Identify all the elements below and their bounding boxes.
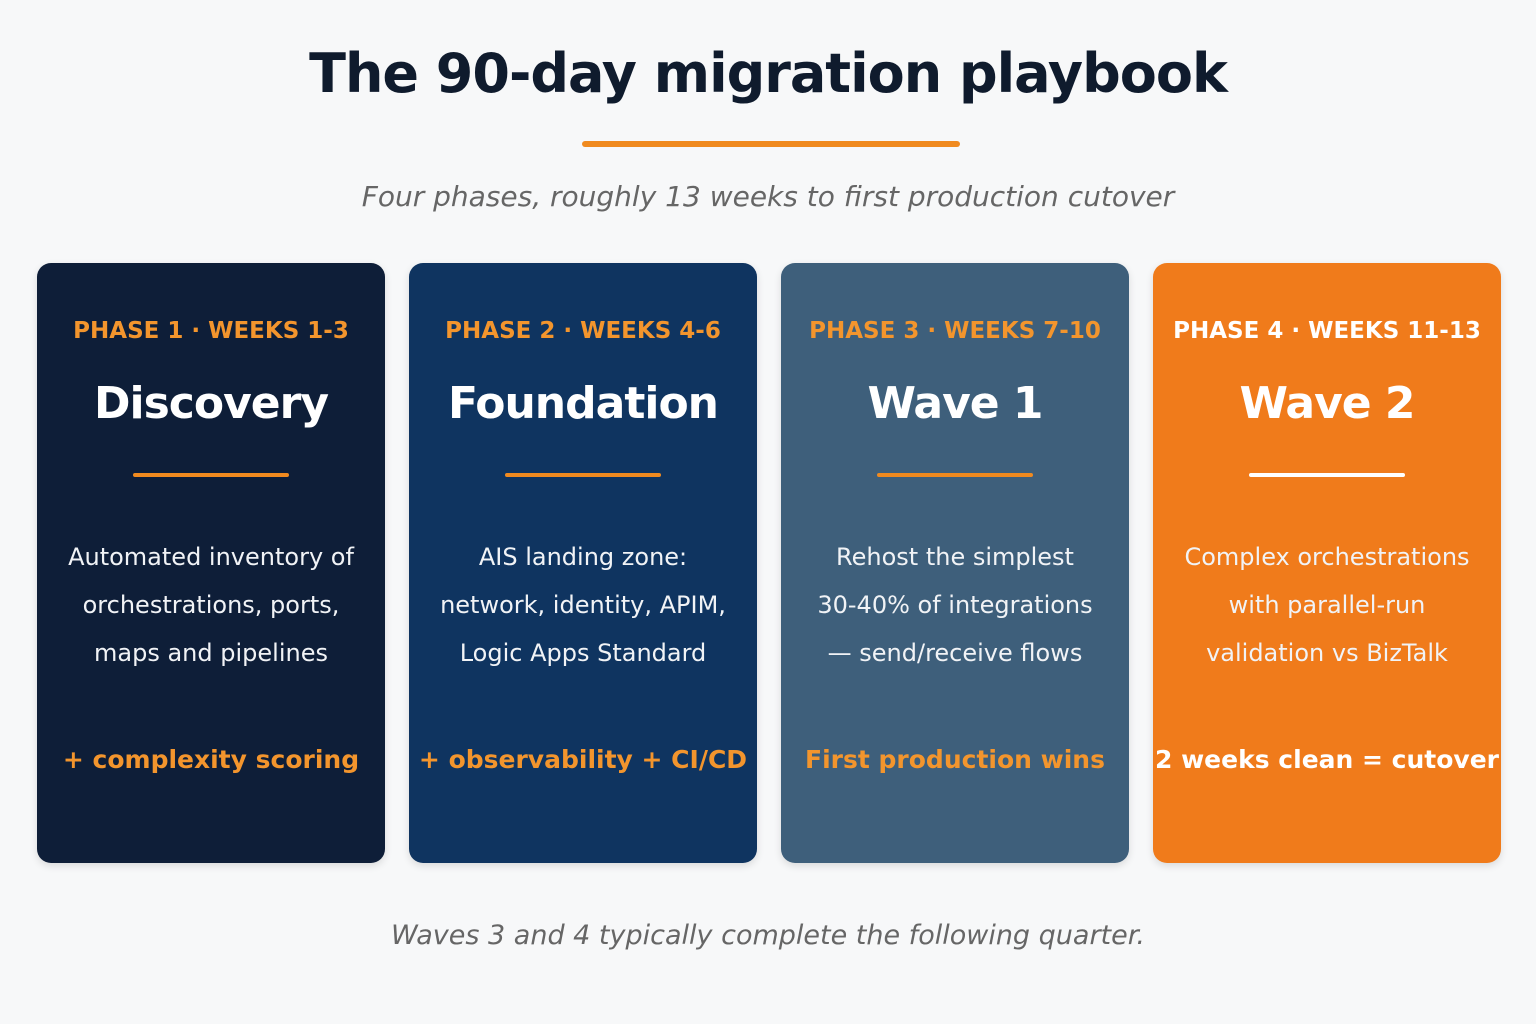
description-line: validation vs BizTalk <box>1206 639 1448 667</box>
phase-footer: + observability + CI/CD <box>418 745 748 774</box>
subtitle: Four phases, roughly 13 weeks to first p… <box>361 180 1175 213</box>
phase-label: PHASE 2 · WEEKS 4-6 <box>445 318 721 344</box>
phase-name: Foundation <box>447 378 719 429</box>
phase-divider <box>877 473 1033 477</box>
footnote: Waves 3 and 4 typically complete the fol… <box>391 920 1145 951</box>
description-line: AIS landing zone: <box>478 543 688 571</box>
phase-description: Complex orchestrations with parallel-run v… <box>1153 533 1501 677</box>
phase-footer: 2 weeks clean = cutover <box>1154 745 1499 774</box>
phase-footer: First production wins <box>805 745 1105 774</box>
phase-divider <box>1249 473 1405 477</box>
title-underline <box>582 141 960 147</box>
phase-name: Wave 2 <box>1239 378 1415 429</box>
description-line: Complex orchestrations <box>1184 543 1470 571</box>
phase-cards: PHASE 1 · WEEKS 1-3 Discovery Automated in… <box>37 263 1501 863</box>
phase-card: PHASE 1 · WEEKS 1-3 Discovery Automated in… <box>37 263 385 863</box>
phase-divider <box>505 473 661 477</box>
phase-footer: + complexity scoring <box>62 745 360 774</box>
phase-description: Automated inventory of orchestrations, po… <box>37 533 385 677</box>
description-line: orchestrations, ports, <box>82 591 340 619</box>
description-line: — send/receive flows <box>827 639 1083 667</box>
description-line: with parallel-run <box>1228 591 1426 619</box>
description-line: Rehost the simplest <box>836 543 1074 571</box>
phase-card: PHASE 3 · WEEKS 7-10 Wave 1 Rehost the sim… <box>781 263 1129 863</box>
phase-description: AIS landing zone: network, identity, APIM… <box>409 533 757 677</box>
description-line: maps and pipelines <box>94 639 328 667</box>
phase-label: PHASE 3 · WEEKS 7-10 <box>809 318 1101 344</box>
description-line: Automated inventory of <box>68 543 354 571</box>
phase-card: PHASE 4 · WEEKS 11-13 Wave 2 Complex orche… <box>1153 263 1501 863</box>
description-line: 30-40% of integrations <box>817 591 1093 619</box>
description-line: Logic Apps Standard <box>459 639 707 667</box>
phase-name: Wave 1 <box>867 378 1043 429</box>
phase-card: PHASE 2 · WEEKS 4-6 Foundation AIS landing… <box>409 263 757 863</box>
phase-label: PHASE 4 · WEEKS 11-13 <box>1173 318 1481 344</box>
phase-divider <box>133 473 289 477</box>
phase-label: PHASE 1 · WEEKS 1-3 <box>73 318 349 344</box>
phase-name: Discovery <box>93 378 329 429</box>
phase-description: Rehost the simplest 30-40% of integration… <box>781 533 1129 677</box>
title: The 90-day migration playbook <box>309 42 1228 105</box>
description-line: network, identity, APIM, <box>440 591 726 619</box>
